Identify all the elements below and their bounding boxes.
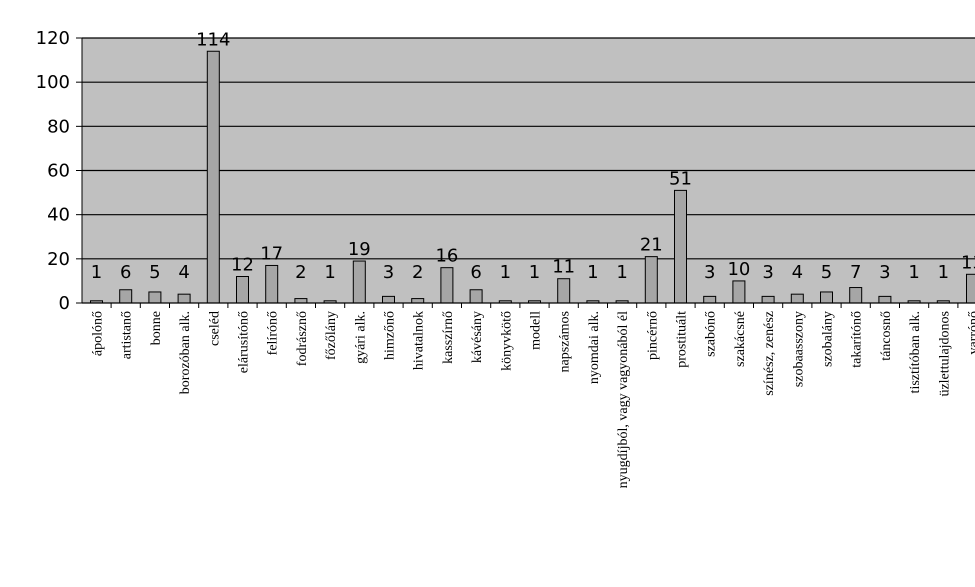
bar <box>148 291 162 304</box>
y-tick-label: 120 <box>36 28 70 49</box>
bar <box>440 267 454 304</box>
bar <box>790 293 804 304</box>
x-tick-label: ápolónő <box>91 311 106 356</box>
x-tick-label: táncosnő <box>879 311 894 361</box>
bar <box>236 276 249 304</box>
x-tick-label: artistanő <box>120 311 135 359</box>
data-label: 1 <box>529 262 540 283</box>
data-label: 17 <box>260 243 283 264</box>
y-tick-label: 80 <box>47 116 70 137</box>
x-tick-label: modell <box>529 311 544 350</box>
x-tick-label: prostituált <box>675 311 690 368</box>
x-tick-label: könyvkötő <box>499 311 514 371</box>
x-tick-label: színész, zenész <box>762 311 777 396</box>
x-tick-label: fodrásznő <box>295 311 310 366</box>
data-label: 4 <box>792 262 803 283</box>
x-tick-label: szabónő <box>704 311 719 357</box>
data-label: 1 <box>908 262 919 283</box>
x-tick-label: elárusítónő <box>237 311 252 373</box>
x-axis: ápolónő artistanő bonne borozóban alk. cselé… <box>82 302 975 488</box>
bar <box>820 291 833 304</box>
bar <box>878 295 892 304</box>
data-label: 3 <box>762 262 773 283</box>
data-label: 11 <box>552 257 575 278</box>
y-tick-label: 20 <box>47 249 70 270</box>
data-label: 1 <box>324 262 335 283</box>
x-tick-label: felírónő <box>266 311 281 355</box>
x-tick-label: himzőnő <box>383 311 398 360</box>
data-label: 16 <box>435 246 458 267</box>
data-label: 1 <box>91 262 102 283</box>
x-tick-label: napszámos <box>558 311 573 372</box>
data-label: 2 <box>412 262 423 283</box>
data-label: 1 <box>938 262 949 283</box>
x-tick-label: kasszírnő <box>441 311 456 364</box>
x-tick-label: hivatalnok <box>412 311 427 370</box>
data-label: 3 <box>704 262 715 283</box>
data-label: 19 <box>348 239 371 260</box>
data-label: 12 <box>231 255 254 276</box>
bar <box>703 295 717 304</box>
bar <box>674 189 687 304</box>
data-label: 6 <box>470 262 481 283</box>
x-tick-label: bonne <box>149 311 164 345</box>
bar <box>411 298 425 304</box>
data-label: 10 <box>727 259 750 280</box>
y-tick-label: 100 <box>36 72 70 93</box>
x-tick-label: főzőlány <box>324 311 339 360</box>
data-label: 7 <box>850 262 861 283</box>
bar <box>761 295 775 304</box>
x-tick-label: gyári alk. <box>353 311 368 364</box>
x-tick-label: tisztítóban alk. <box>908 311 923 393</box>
bar <box>206 50 220 304</box>
x-tick-label: szobalány <box>821 311 836 367</box>
data-label: 114 <box>196 29 230 50</box>
x-tick-label: üzlettulajdonos <box>937 311 952 397</box>
x-tick-label: szobaasszony <box>791 311 806 387</box>
data-label: 5 <box>821 262 832 283</box>
data-label: 1 <box>616 262 627 283</box>
bar <box>352 260 366 304</box>
data-label: 2 <box>295 262 306 283</box>
bar <box>177 293 191 304</box>
data-label: 5 <box>149 262 160 283</box>
bar <box>469 289 483 304</box>
bar <box>119 289 133 304</box>
data-label: 3 <box>879 262 890 283</box>
data-label: 1 <box>500 262 511 283</box>
bar <box>732 280 746 304</box>
bar <box>382 295 395 304</box>
data-label: 3 <box>383 262 394 283</box>
x-tick-label: szakácsné <box>733 311 748 367</box>
x-tick-label: takarítónő <box>850 311 865 368</box>
x-tick-label: borozóban alk. <box>178 311 193 394</box>
x-tick-label: kávésány <box>470 311 485 363</box>
bars <box>90 50 975 304</box>
x-tick-label: nyugdíjból, vagy vagyonából él <box>616 311 631 488</box>
data-label: 51 <box>669 168 692 189</box>
x-tick-label: nyomdai alk. <box>587 311 602 384</box>
gridlines <box>82 37 975 260</box>
y-tick-label: 40 <box>47 205 70 226</box>
data-label: 13 <box>961 252 975 273</box>
bar <box>265 264 279 304</box>
y-tick-label: 0 <box>59 293 70 314</box>
data-label: 21 <box>640 235 663 256</box>
y-axis: 0 20 40 60 80 100 120 <box>36 28 83 314</box>
x-tick-label: pincérnő <box>645 311 660 360</box>
bar <box>557 278 571 304</box>
data-label: 6 <box>120 262 131 283</box>
bar <box>294 298 308 304</box>
bar <box>966 273 975 304</box>
y-tick-label: 60 <box>47 161 70 182</box>
x-tick-label: varrónő <box>967 311 975 355</box>
data-label: 4 <box>178 262 189 283</box>
bar <box>849 287 863 304</box>
x-tick-label: cseléd <box>207 311 222 346</box>
data-label: 1 <box>587 262 598 283</box>
bar <box>644 256 658 304</box>
